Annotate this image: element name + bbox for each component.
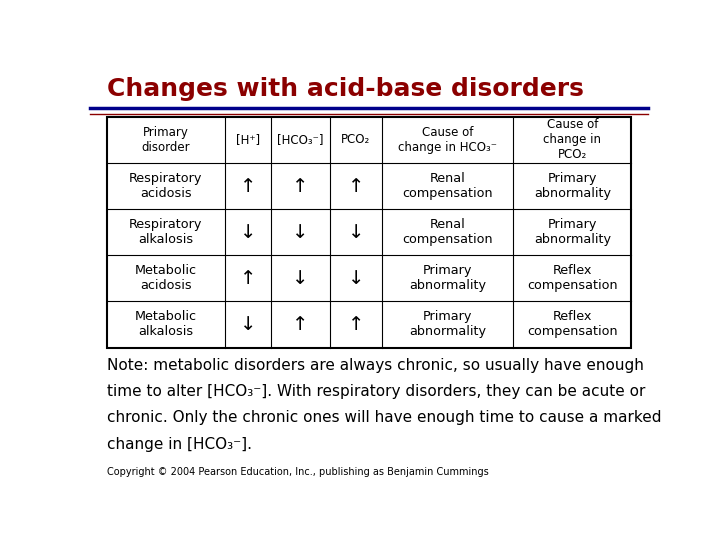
Text: Reflex
compensation: Reflex compensation xyxy=(527,310,618,339)
Text: Metabolic
acidosis: Metabolic acidosis xyxy=(135,264,197,292)
Text: change in [HCO₃⁻].: change in [HCO₃⁻]. xyxy=(107,436,252,451)
Text: PCO₂: PCO₂ xyxy=(341,133,371,146)
Text: Cause of
change in HCO₃⁻: Cause of change in HCO₃⁻ xyxy=(398,126,498,154)
Bar xyxy=(107,117,631,348)
Text: ↓: ↓ xyxy=(348,269,364,288)
Text: Metabolic
alkalosis: Metabolic alkalosis xyxy=(135,310,197,339)
Text: Note: metabolic disorders are always chronic, so usually have enough: Note: metabolic disorders are always chr… xyxy=(107,358,644,373)
Text: ↓: ↓ xyxy=(240,222,256,242)
Text: Primary
disorder: Primary disorder xyxy=(141,126,190,154)
Text: Renal
compensation: Renal compensation xyxy=(402,218,493,246)
Text: chronic. Only the chronic ones will have enough time to cause a marked: chronic. Only the chronic ones will have… xyxy=(107,410,661,426)
Text: Cause of
change in
PCO₂: Cause of change in PCO₂ xyxy=(544,118,601,161)
Text: [HCO₃⁻]: [HCO₃⁻] xyxy=(277,133,323,146)
Text: ↓: ↓ xyxy=(292,222,308,242)
Text: ↓: ↓ xyxy=(292,269,308,288)
Text: Primary
abnormality: Primary abnormality xyxy=(409,264,486,292)
Text: ↑: ↑ xyxy=(240,269,256,288)
Text: Primary
abnormality: Primary abnormality xyxy=(534,218,611,246)
Text: time to alter [HCO₃⁻]. With respiratory disorders, they can be acute or: time to alter [HCO₃⁻]. With respiratory … xyxy=(107,384,645,399)
Text: Copyright © 2004 Pearson Education, Inc., publishing as Benjamin Cummings: Copyright © 2004 Pearson Education, Inc.… xyxy=(107,467,488,477)
Text: Respiratory
acidosis: Respiratory acidosis xyxy=(129,172,202,200)
Text: ↑: ↑ xyxy=(292,315,308,334)
Text: Reflex
compensation: Reflex compensation xyxy=(527,264,618,292)
Text: Changes with acid-base disorders: Changes with acid-base disorders xyxy=(107,77,584,102)
Text: ↑: ↑ xyxy=(240,177,256,195)
Text: ↑: ↑ xyxy=(348,177,364,195)
Text: ↓: ↓ xyxy=(348,222,364,242)
Text: Primary
abnormality: Primary abnormality xyxy=(534,172,611,200)
Text: Primary
abnormality: Primary abnormality xyxy=(409,310,486,339)
Text: ↑: ↑ xyxy=(292,177,308,195)
Text: Renal
compensation: Renal compensation xyxy=(402,172,493,200)
Text: Respiratory
alkalosis: Respiratory alkalosis xyxy=(129,218,202,246)
Text: ↑: ↑ xyxy=(348,315,364,334)
Text: [H⁺]: [H⁺] xyxy=(235,133,260,146)
Text: ↓: ↓ xyxy=(240,315,256,334)
